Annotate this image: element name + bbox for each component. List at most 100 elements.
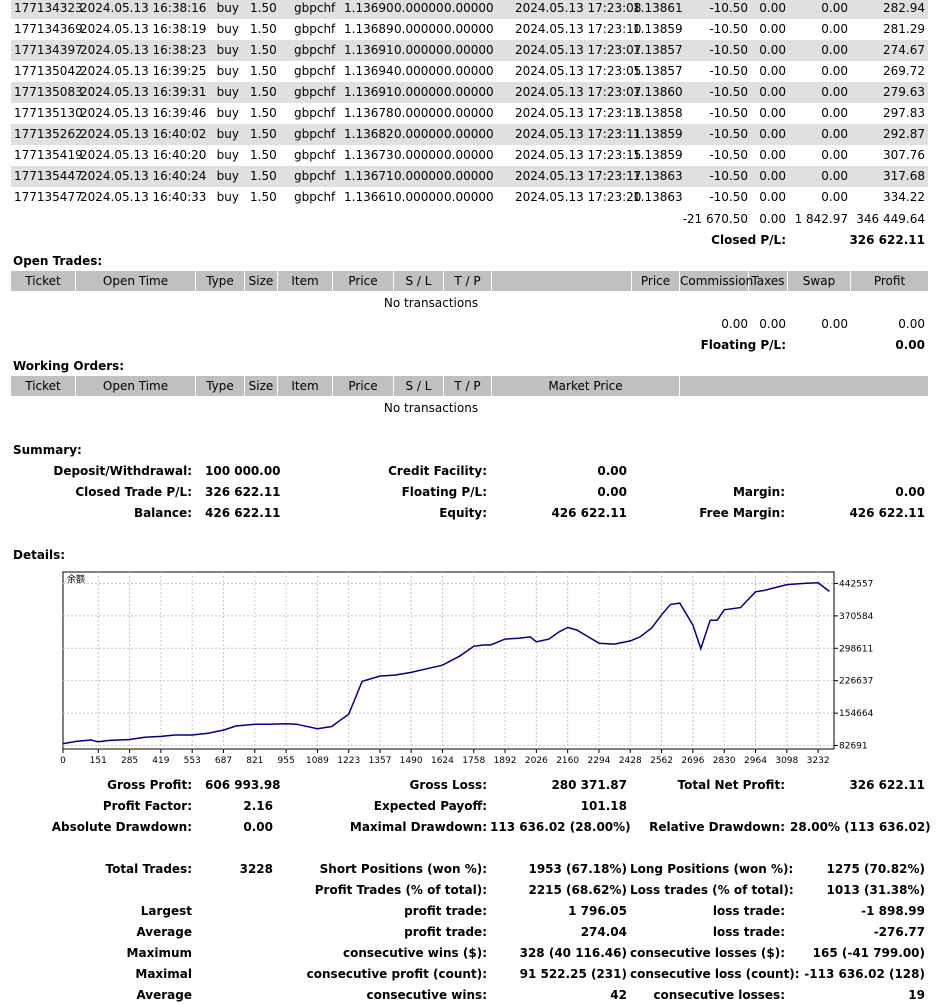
chart-x-tick-label: 3098 [775, 756, 798, 766]
col-size: Size [245, 376, 278, 396]
cell-close-time: 2024.05.13 17:23:15 [515, 148, 642, 162]
cell-profit: 292.87 [883, 127, 925, 141]
closed-pl-label: Closed P/L: [711, 233, 786, 247]
cell-swap: 0.00 [821, 64, 848, 78]
cell-profit: 317.68 [883, 169, 925, 183]
closed-total-taxes: 0.00 [759, 212, 786, 226]
table-row: 177135419 2024.05.13 16:40:20 buy 1.50 gbpch… [11, 145, 928, 166]
chart-x-tick-label: 1357 [369, 756, 392, 766]
chart-x-tick-label: 1089 [306, 756, 329, 766]
table-row: 177135262 2024.05.13 16:40:02 buy 1.50 gbpch… [11, 124, 928, 145]
profit-factor-value: 2.16 [243, 799, 273, 813]
cell-item: gbpchf [294, 43, 336, 57]
avg-wins-label: consecutive wins: [366, 988, 487, 1002]
col-swap: Swap [788, 271, 851, 291]
expected-payoff-value: 101.18 [580, 799, 627, 813]
cell-type: buy [216, 1, 239, 15]
cell-open-time: 2024.05.13 16:39:25 [80, 64, 207, 78]
closed-pl-value: 326 622.11 [849, 233, 925, 247]
credit-value: 0.00 [597, 464, 627, 478]
profit-factor-label: Profit Factor: [102, 799, 192, 813]
cell-close-time: 2024.05.13 17:23:08 [515, 1, 642, 15]
cell-taxes: 0.00 [759, 169, 786, 183]
cell-sl: 0.00000 [394, 169, 444, 183]
cell-type: buy [216, 22, 239, 36]
deposit-value: 100 000.00 [205, 464, 281, 478]
col-profit: Profit [873, 274, 906, 288]
col-commission: Commission [680, 271, 753, 291]
avg-losses-label: consecutive losses: [653, 988, 785, 1002]
margin-value: 0.00 [895, 485, 925, 499]
cell-taxes: 0.00 [759, 43, 786, 57]
cell-tp: 0.00000 [444, 85, 494, 99]
cell-swap: 0.00 [821, 148, 848, 162]
chart-x-tick-label: 3232 [807, 756, 830, 766]
open-trades-header: Ticket Open Time Type Size Item Price S … [11, 271, 928, 291]
cell-sl: 0.00000 [394, 190, 444, 204]
cell-close-time: 2024.05.13 17:23:17 [515, 169, 642, 183]
cell-price: 1.13691 [344, 85, 394, 99]
cell-profit: 282.94 [883, 1, 925, 15]
chart-plot-area [62, 571, 835, 750]
chart-x-tick-label: 2428 [619, 756, 642, 766]
max-profit-value: 91 522.25 (231) [519, 967, 627, 981]
col-type: Type [196, 376, 245, 396]
average-profit-label: profit trade: [404, 925, 487, 939]
cell-tp: 0.00000 [444, 127, 494, 141]
maximum-label: Maximum [126, 946, 192, 960]
cell-type: buy [216, 169, 239, 183]
cell-ticket: 177135262 [14, 127, 83, 141]
max-wins-label: consecutive wins ($): [342, 946, 487, 960]
gross-loss-label: Gross Loss: [409, 778, 487, 792]
cell-commission: -10.50 [709, 85, 748, 99]
cell-commission: -10.50 [709, 127, 748, 141]
cell-ticket: 177135447 [14, 169, 83, 183]
cell-close-price: 1.13863 [633, 190, 683, 204]
chart-x-tick-label: 285 [121, 756, 138, 766]
col-item: Item [278, 376, 333, 396]
largest-profit-value: 1 796.05 [568, 904, 627, 918]
cell-price: 1.13689 [344, 22, 394, 36]
chart-x-tick-label: 553 [184, 756, 201, 766]
cell-tp: 0.00000 [444, 1, 494, 15]
relative-drawdown-label: Relative Drawdown: [649, 820, 785, 834]
loss-trades-value: 1013 (31.38%) [826, 883, 925, 897]
open-trades-empty: No transactions [383, 296, 479, 310]
short-positions-label: Short Positions (won %): [319, 862, 487, 876]
chart-x-tick-label: 0 [60, 756, 66, 766]
open-total-swap: 0.00 [821, 317, 848, 331]
col-sl: S / L [394, 376, 444, 396]
col-tp: T / P [444, 376, 492, 396]
cell-price: 1.13694 [344, 64, 394, 78]
profit-trades-value: 2215 (68.62%) [528, 883, 627, 897]
cell-ticket: 177135083 [14, 85, 83, 99]
cell-type: buy [216, 127, 239, 141]
cell-taxes: 0.00 [759, 64, 786, 78]
col-close-price: Price [632, 271, 680, 291]
cell-close-price: 1.13861 [633, 1, 683, 15]
max-loss-label: consecutive loss (count): [630, 967, 800, 981]
average-loss-label: loss trade: [712, 925, 785, 939]
cell-type: buy [216, 106, 239, 120]
cell-swap: 0.00 [821, 1, 848, 15]
col-open-time: Open Time [76, 271, 196, 291]
chart-x-tick-label: 2830 [713, 756, 736, 766]
cell-profit: 334.22 [883, 190, 925, 204]
cell-commission: -10.50 [709, 1, 748, 15]
cell-commission: -10.50 [709, 64, 748, 78]
max-loss-value: -113 636.02 (128) [804, 967, 925, 981]
cell-commission: -10.50 [709, 22, 748, 36]
chart-x-tick-label: 1624 [431, 756, 454, 766]
chart-series-line [62, 582, 830, 745]
absolute-drawdown-label: Absolute Drawdown: [51, 820, 192, 834]
chart-x-tick-label: 151 [90, 756, 107, 766]
table-row: 177135130 2024.05.13 16:39:46 buy 1.50 gbpch… [11, 103, 928, 124]
loss-trades-label: Loss trades (% of total): [630, 883, 794, 897]
cell-close-price: 1.13859 [633, 127, 683, 141]
col-market-price: Market Price [492, 376, 680, 396]
cell-taxes: 0.00 [759, 190, 786, 204]
col-ticket: Ticket [11, 376, 76, 396]
cell-price: 1.13682 [344, 127, 394, 141]
cell-ticket: 177135419 [14, 148, 83, 162]
cell-price: 1.13690 [344, 1, 394, 15]
